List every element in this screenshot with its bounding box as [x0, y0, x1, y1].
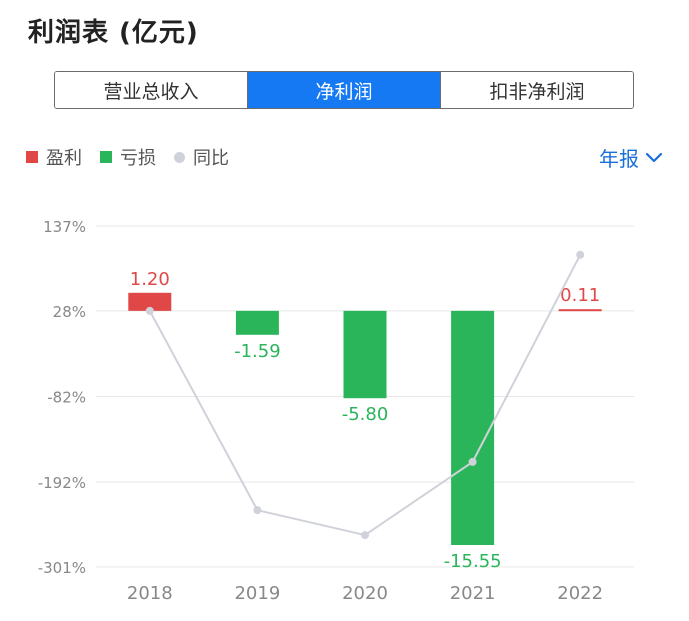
yoy-point	[253, 506, 262, 515]
y-tick-label: -192%	[38, 474, 86, 492]
legend-profit-label: 盈利	[46, 148, 82, 169]
metric-tabs: 营业总收入 净利润 扣非净利润	[54, 71, 634, 109]
bar	[451, 310, 495, 545]
page-title: 利润表 (亿元)	[28, 18, 199, 48]
x-tick-label: 2018	[127, 583, 173, 604]
yoy-dot-icon	[174, 151, 185, 163]
x-tick-label: 2020	[342, 583, 388, 604]
yoy-point	[468, 457, 477, 466]
bar-value-label: 1.20	[130, 269, 170, 290]
yoy-point	[361, 531, 369, 540]
y-tick-label: -82%	[47, 389, 86, 407]
bar-value-label: -1.59	[234, 341, 281, 362]
bar	[343, 310, 387, 399]
tab-revenue[interactable]: 营业总收入	[55, 72, 247, 108]
bar	[558, 309, 602, 312]
bar-value-label: 0.11	[560, 285, 600, 306]
bar	[128, 292, 172, 311]
tab-net-profit[interactable]: 净利润	[247, 72, 440, 108]
x-tick-label: 2019	[234, 583, 280, 604]
bar	[235, 310, 279, 335]
legend-item-profit[interactable]: 盈利	[26, 144, 82, 170]
chevron-down-icon	[645, 152, 663, 162]
loss-swatch-icon	[100, 151, 112, 163]
x-tick-label: 2022	[557, 583, 603, 604]
tab-deducted-net-profit[interactable]: 扣非净利润	[440, 72, 633, 108]
period-selector[interactable]: 年报	[599, 143, 663, 172]
y-tick-label: 137%	[43, 218, 86, 236]
legend-item-loss[interactable]: 亏损	[100, 144, 156, 170]
legend-loss-label: 亏损	[120, 148, 156, 169]
profit-swatch-icon	[26, 151, 38, 163]
bar-value-label: -5.80	[342, 404, 389, 425]
y-tick-label: -301%	[38, 559, 86, 577]
chart-legend: 盈利 亏损 同比	[26, 144, 247, 170]
bar-value-label: -15.55	[444, 551, 502, 572]
legend-item-yoy[interactable]: 同比	[174, 144, 229, 170]
yoy-point	[145, 306, 154, 315]
x-tick-label: 2021	[450, 583, 496, 604]
yoy-point	[576, 250, 585, 259]
legend-yoy-label: 同比	[193, 148, 229, 169]
y-tick-label: 28%	[53, 303, 86, 321]
period-label: 年报	[599, 147, 639, 171]
